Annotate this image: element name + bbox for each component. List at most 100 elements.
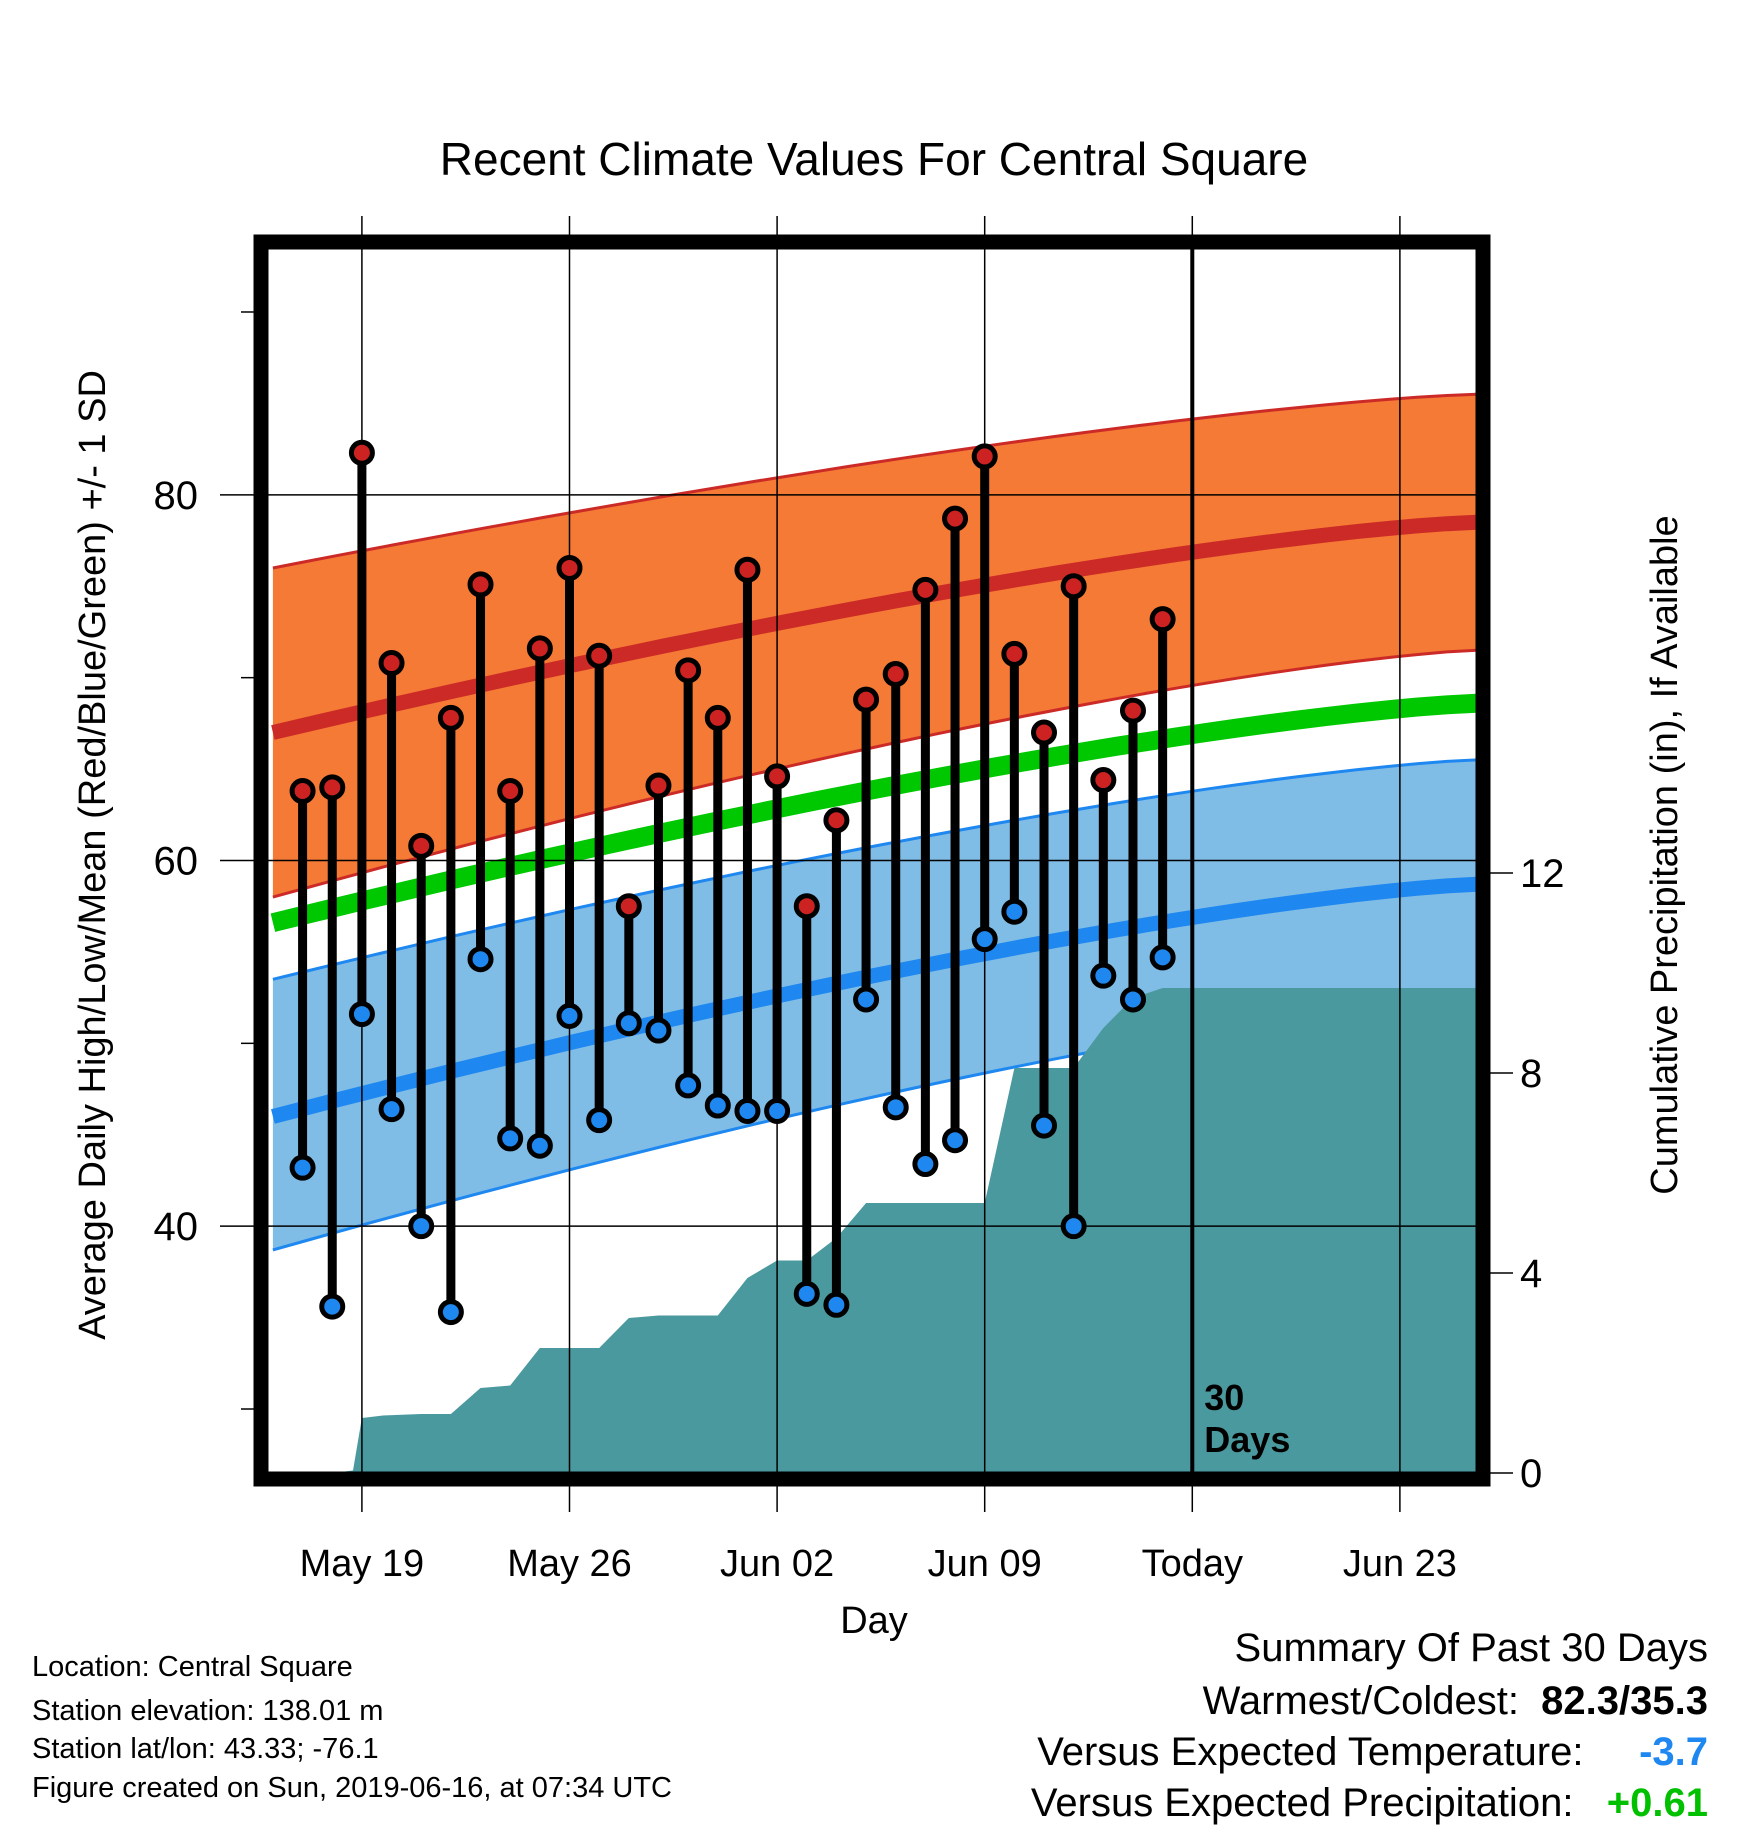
daily-low-point [793,1280,820,1307]
x-tick-label: Today [1142,1543,1243,1585]
daily-low-point [971,926,998,953]
normal-mean-line [270,693,1477,932]
daily-high-point [645,772,672,799]
warmest-value: 82.3/35.3 [1541,1679,1708,1723]
daily-high-point [704,704,731,731]
daily-high-point [497,778,524,805]
y2-tick-label: 4 [1520,1252,1542,1296]
warmest-label: Warmest/Coldest: [1202,1679,1519,1723]
daily-high-point [615,893,642,920]
y-axis-label: Average Daily High/Low/Mean (Red/Blue/Gr… [72,370,114,1340]
daily-low-point [378,1096,405,1123]
precip-label: Versus Expected Precipitation: [1030,1781,1574,1825]
daily-high-point [675,657,702,684]
x-tick-label: May 26 [507,1543,632,1585]
today-days-label-word: Days [1204,1419,1290,1460]
daily-high-point [1060,573,1087,600]
daily-high-point [1119,697,1146,724]
daily-low-point [764,1097,791,1124]
temp-value: -3.7 [1639,1730,1708,1774]
normal-low-line [271,876,1477,1124]
figure-created: Figure created on Sun, 2019-06-16, at 07… [32,1772,672,1804]
low-sd-upper-line [272,758,1477,981]
summary-title: Summary Of Past 30 Days [1235,1628,1708,1668]
station-location: Location: Central Square [32,1651,353,1683]
high-sd-lower-line [272,648,1477,899]
daily-low-point [882,1094,909,1121]
y2-axis-label: Cumulative Precipitation (in), If Availa… [1644,515,1686,1194]
daily-low-point [1090,962,1117,989]
daily-high-point [289,778,316,805]
daily-low-point [556,1002,583,1029]
daily-high-point [971,443,998,470]
high-sd-upper-line [272,392,1477,570]
daily-low-point [497,1125,524,1152]
daily-low-point [823,1291,850,1318]
daily-high-point [853,686,880,713]
daily-high-point [348,439,375,466]
x-tick-label: Jun 23 [1343,1543,1457,1585]
daily-low-point [645,1017,672,1044]
y-tick-label: 40 [154,1205,199,1249]
chart-title: Recent Climate Values For Central Square [440,133,1308,185]
daily-high-point [734,556,761,583]
daily-high-point [942,505,969,532]
daily-low-point [1031,1112,1058,1139]
daily-low-point [912,1151,939,1178]
daily-high-point [437,704,464,731]
precip-area [272,988,1477,1473]
station-latlon: Station lat/lon: 43.33; -76.1 [32,1733,379,1765]
daily-high-point [823,807,850,834]
daily-low-point [437,1299,464,1326]
daily-low-point [704,1092,731,1119]
daily-low-point [675,1072,702,1099]
daily-high-point [319,774,346,801]
y-tick-label: 60 [154,840,199,884]
daily-high-point [1149,606,1176,633]
daily-low-point [408,1213,435,1240]
daily-low-point [1119,986,1146,1013]
summary-warmest: Warmest/Coldest: 82.3/35.3 [1203,1681,1708,1721]
daily-high-point [467,571,494,598]
x-axis-label: Day [840,1600,908,1642]
daily-low-point [734,1097,761,1124]
daily-low-point [348,1001,375,1028]
y-tick-label: 80 [154,474,199,518]
temp-label: Versus Expected Temperature: [1037,1730,1584,1774]
x-tick-label: May 19 [300,1543,425,1585]
daily-high-point [586,642,613,669]
daily-high-point [1090,767,1117,794]
daily-high-point [526,635,553,662]
summary-temp: Versus Expected Temperature: -3.7 [1037,1732,1708,1772]
daily-high-point [793,893,820,920]
daily-high-point [1031,719,1058,746]
daily-high-point [408,832,435,859]
daily-low-point [1060,1213,1087,1240]
plot-frame [253,234,1491,1487]
daily-low-point [615,1010,642,1037]
daily-high-point [1001,640,1028,667]
daily-high-point [378,650,405,677]
daily-high-point [764,763,791,790]
x-tick-label: Jun 02 [720,1543,834,1585]
summary-title-text: Summary Of Past 30 Days [1234,1626,1708,1670]
daily-low-point [467,946,494,973]
daily-low-point [942,1127,969,1154]
daily-high-point [556,554,583,581]
daily-high-point [912,576,939,603]
daily-low-point [586,1107,613,1134]
y2-tick-label: 0 [1520,1452,1542,1496]
precip-value: +0.61 [1606,1781,1708,1825]
y2-tick-label: 12 [1520,852,1565,896]
y2-tick-label: 8 [1520,1052,1542,1096]
daily-low-point [1001,898,1028,925]
daily-low-point [319,1293,346,1320]
today-days-label-number: 30 [1204,1377,1244,1418]
daily-low-point [853,986,880,1013]
daily-low-point [289,1154,316,1181]
daily-low-point [526,1132,553,1159]
station-elevation: Station elevation: 138.01 m [32,1695,384,1727]
normal-high-line [271,514,1477,740]
x-tick-label: Jun 09 [928,1543,1042,1585]
